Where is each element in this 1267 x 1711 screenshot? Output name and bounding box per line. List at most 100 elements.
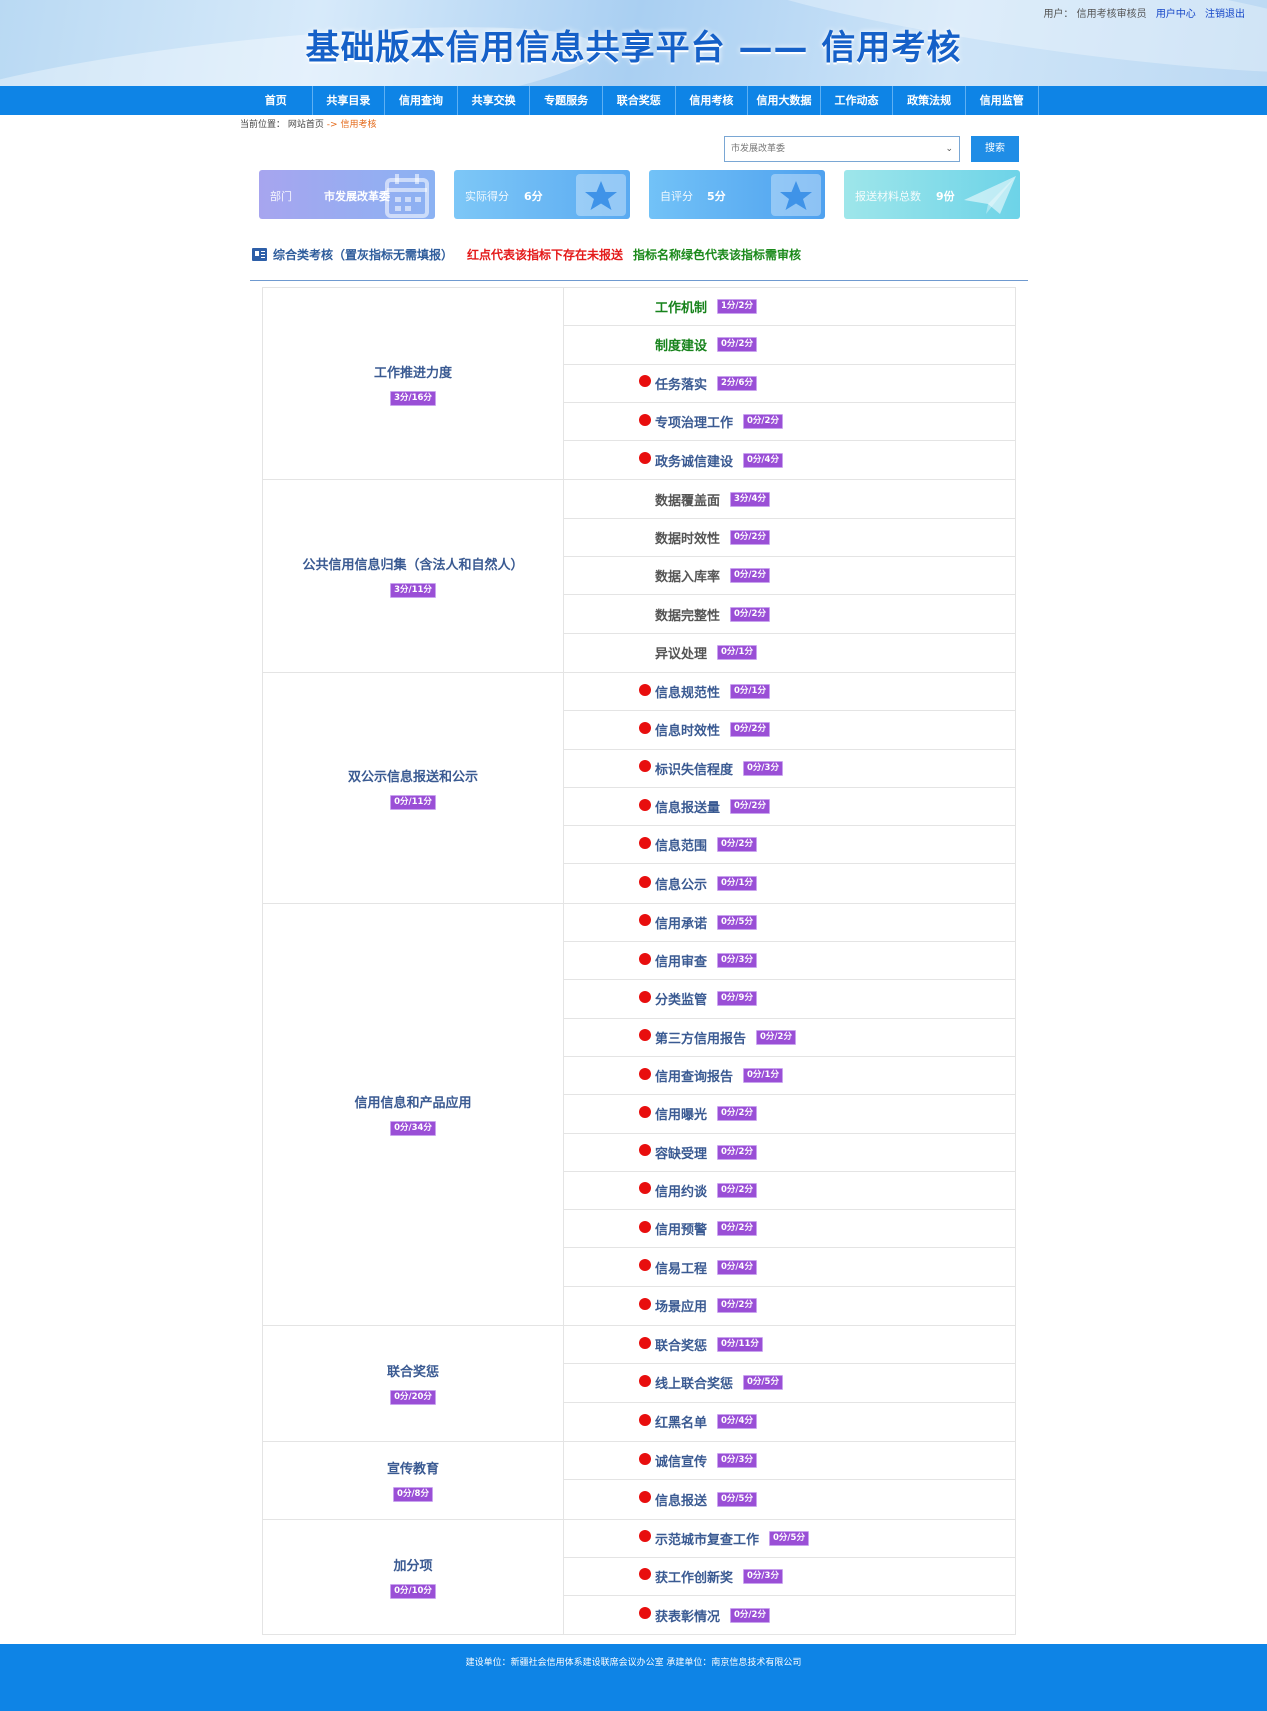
indicator-name[interactable]: 任务落实 — [655, 377, 708, 393]
indicator-row[interactable]: 线上联合奖惩 0分/5分 — [564, 1364, 1015, 1403]
indicator-row[interactable]: 信息报送 0分/5分 — [564, 1480, 1015, 1518]
indicator-name[interactable]: 数据完整性 — [655, 608, 721, 624]
indicator-name[interactable]: 获表彰情况 — [655, 1609, 721, 1625]
indicator-name[interactable]: 分类监管 — [655, 993, 708, 1009]
indicator-row[interactable]: 信用约谈 0分/2分 — [564, 1172, 1015, 1211]
breadcrumb-home-link[interactable]: 网站首页 — [287, 120, 324, 130]
indicator-name[interactable]: 获工作创新奖 — [655, 1570, 734, 1586]
indicator-name[interactable]: 示范城市复查工作 — [655, 1532, 760, 1548]
indicator-name[interactable]: 第三方信用报告 — [655, 1031, 747, 1047]
indicator-row[interactable]: 信息规范性 0分/1分 — [564, 673, 1015, 712]
indicator-score-badge: 0分/3分 — [743, 760, 783, 776]
nav-item[interactable]: 政策法规 — [893, 86, 966, 115]
indicator-name[interactable]: 信息报送 — [655, 1493, 708, 1509]
group-cell: 宣传教育 0分/8分 — [263, 1441, 564, 1519]
nav-item[interactable]: 信用考核 — [676, 86, 749, 115]
indicator-name[interactable]: 信息公示 — [655, 878, 708, 894]
indicator-row[interactable]: 示范城市复查工作 0分/5分 — [564, 1520, 1015, 1558]
indicator-name[interactable]: 联合奖惩 — [655, 1339, 708, 1355]
indicator-name[interactable]: 诚信宣传 — [655, 1455, 708, 1471]
star-icon — [576, 174, 626, 216]
indicator-row[interactable]: 获工作创新奖 0分/3分 — [564, 1558, 1015, 1597]
nav-item[interactable]: 共享交换 — [458, 86, 531, 115]
indicator-name[interactable]: 数据入库率 — [655, 570, 721, 586]
card-label: 报送材料总数 — [855, 190, 921, 203]
indicator-name[interactable]: 信用审查 — [655, 955, 708, 971]
red-dot-icon — [639, 1491, 651, 1504]
nav-item[interactable]: 共享目录 — [313, 86, 386, 115]
department-select[interactable]: 市发展改革委 ⌄ — [724, 136, 960, 162]
indicator-name[interactable]: 信用预警 — [655, 1223, 708, 1239]
indicator-row[interactable]: 容缺受理 0分/2分 — [564, 1134, 1015, 1172]
nav-item[interactable]: 信用监管 — [966, 86, 1039, 115]
indicator-row[interactable]: 数据入库率 0分/2分 — [564, 557, 1015, 596]
indicator-row[interactable]: 制度建设 0分/2分 — [564, 326, 1015, 365]
search-button[interactable]: 搜索 — [971, 136, 1019, 162]
nav-item[interactable]: 首页 — [240, 86, 313, 115]
indicator-name[interactable]: 信息规范性 — [655, 686, 721, 702]
indicator-row[interactable]: 信用承诺 0分/5分 — [564, 904, 1015, 943]
indicator-name[interactable]: 异议处理 — [655, 647, 708, 663]
card-label: 自评分 — [660, 190, 693, 203]
indicator-name[interactable]: 标识失信程度 — [655, 762, 734, 778]
indicator-row[interactable]: 异议处理 0分/1分 — [564, 634, 1015, 672]
indicator-row[interactable]: 信用预警 0分/2分 — [564, 1210, 1015, 1249]
indicator-row[interactable]: 信用查询报告 0分/1分 — [564, 1057, 1015, 1096]
indicator-row[interactable]: 信息时效性 0分/2分 — [564, 711, 1015, 750]
user-center-link[interactable]: 用户中心 — [1155, 9, 1196, 20]
indicator-name[interactable]: 信息时效性 — [655, 724, 721, 740]
red-dot-icon — [639, 1452, 651, 1465]
nav-item[interactable]: 信用大数据 — [748, 86, 821, 115]
indicator-row[interactable]: 信用审查 0分/3分 — [564, 942, 1015, 981]
indicator-name[interactable]: 信用查询报告 — [655, 1070, 734, 1086]
indicator-row[interactable]: 信易工程 0分/4分 — [564, 1248, 1015, 1287]
indicator-name[interactable]: 专项治理工作 — [655, 416, 734, 432]
indicator-row[interactable]: 分类监管 0分/9分 — [564, 980, 1015, 1019]
indicator-row[interactable]: 标识失信程度 0分/3分 — [564, 750, 1015, 788]
group-name: 信用信息和产品应用 — [354, 1096, 472, 1112]
card-self-score: 自评分 5分 — [649, 170, 825, 219]
nav-item[interactable]: 工作动态 — [821, 86, 894, 115]
indicator-row[interactable]: 工作机制 1分/2分 — [564, 288, 1015, 327]
indicator-row[interactable]: 信息报送量 0分/2分 — [564, 788, 1015, 827]
indicator-name[interactable]: 数据覆盖面 — [655, 493, 721, 509]
nav-item[interactable]: 信用查询 — [385, 86, 458, 115]
indicator-row[interactable]: 数据完整性 0分/2分 — [564, 595, 1015, 634]
indicator-name[interactable]: 信易工程 — [655, 1261, 708, 1277]
indicator-name[interactable]: 场景应用 — [655, 1300, 708, 1316]
logout-link[interactable]: 注销退出 — [1205, 9, 1245, 20]
nav-item[interactable]: 联合奖惩 — [603, 86, 676, 115]
site-title: 基础版本信用信息共享平台 —— 信用考核 — [305, 28, 962, 68]
indicator-row[interactable]: 专项治理工作 0分/2分 — [564, 403, 1015, 442]
indicator-name[interactable]: 制度建设 — [655, 339, 708, 355]
indicator-name[interactable]: 容缺受理 — [655, 1146, 708, 1162]
indicator-name[interactable]: 信用约谈 — [655, 1184, 708, 1200]
red-dot-icon — [639, 1374, 651, 1387]
indicator-name[interactable]: 信用承诺 — [655, 916, 708, 932]
indicator-name[interactable]: 信息报送量 — [655, 801, 721, 816]
indicator-row[interactable]: 信息范围 0分/2分 — [564, 826, 1015, 865]
indicator-row[interactable]: 数据覆盖面 3分/4分 — [564, 480, 1015, 519]
indicator-row[interactable]: 任务落实 2分/6分 — [564, 365, 1015, 403]
indicator-row[interactable]: 红黑名单 0分/4分 — [564, 1403, 1015, 1441]
indicator-name[interactable]: 数据时效性 — [655, 531, 721, 547]
indicator-name[interactable]: 红黑名单 — [655, 1416, 708, 1432]
indicator-row[interactable]: 联合奖惩 0分/11分 — [564, 1326, 1015, 1365]
indicator-name[interactable]: 线上联合奖惩 — [655, 1377, 734, 1393]
indicator-name[interactable]: 信息范围 — [655, 839, 708, 855]
indicator-row[interactable]: 获表彰情况 0分/2分 — [564, 1596, 1015, 1634]
indicator-name[interactable]: 工作机制 — [655, 301, 708, 317]
indicator-row[interactable]: 信用曝光 0分/2分 — [564, 1095, 1015, 1134]
red-dot-icon — [639, 836, 651, 849]
indicator-row[interactable]: 政务诚信建设 0分/4分 — [564, 441, 1015, 479]
indicator-row[interactable]: 场景应用 0分/2分 — [564, 1287, 1015, 1325]
indicator-row[interactable]: 诚信宣传 0分/3分 — [564, 1442, 1015, 1481]
indicator-name[interactable]: 信用曝光 — [655, 1108, 708, 1124]
indicator-row[interactable]: 第三方信用报告 0分/2分 — [564, 1019, 1015, 1057]
indicator-name[interactable]: 政务诚信建设 — [655, 454, 734, 470]
indicator-row[interactable]: 信息公示 0分/1分 — [564, 864, 1015, 902]
indicator-score-badge: 0分/2分 — [717, 1144, 757, 1160]
indicator-row[interactable]: 数据时效性 0分/2分 — [564, 519, 1015, 558]
nav-item[interactable]: 专题服务 — [530, 86, 603, 115]
indicator-score-badge: 0分/3分 — [743, 1568, 783, 1584]
